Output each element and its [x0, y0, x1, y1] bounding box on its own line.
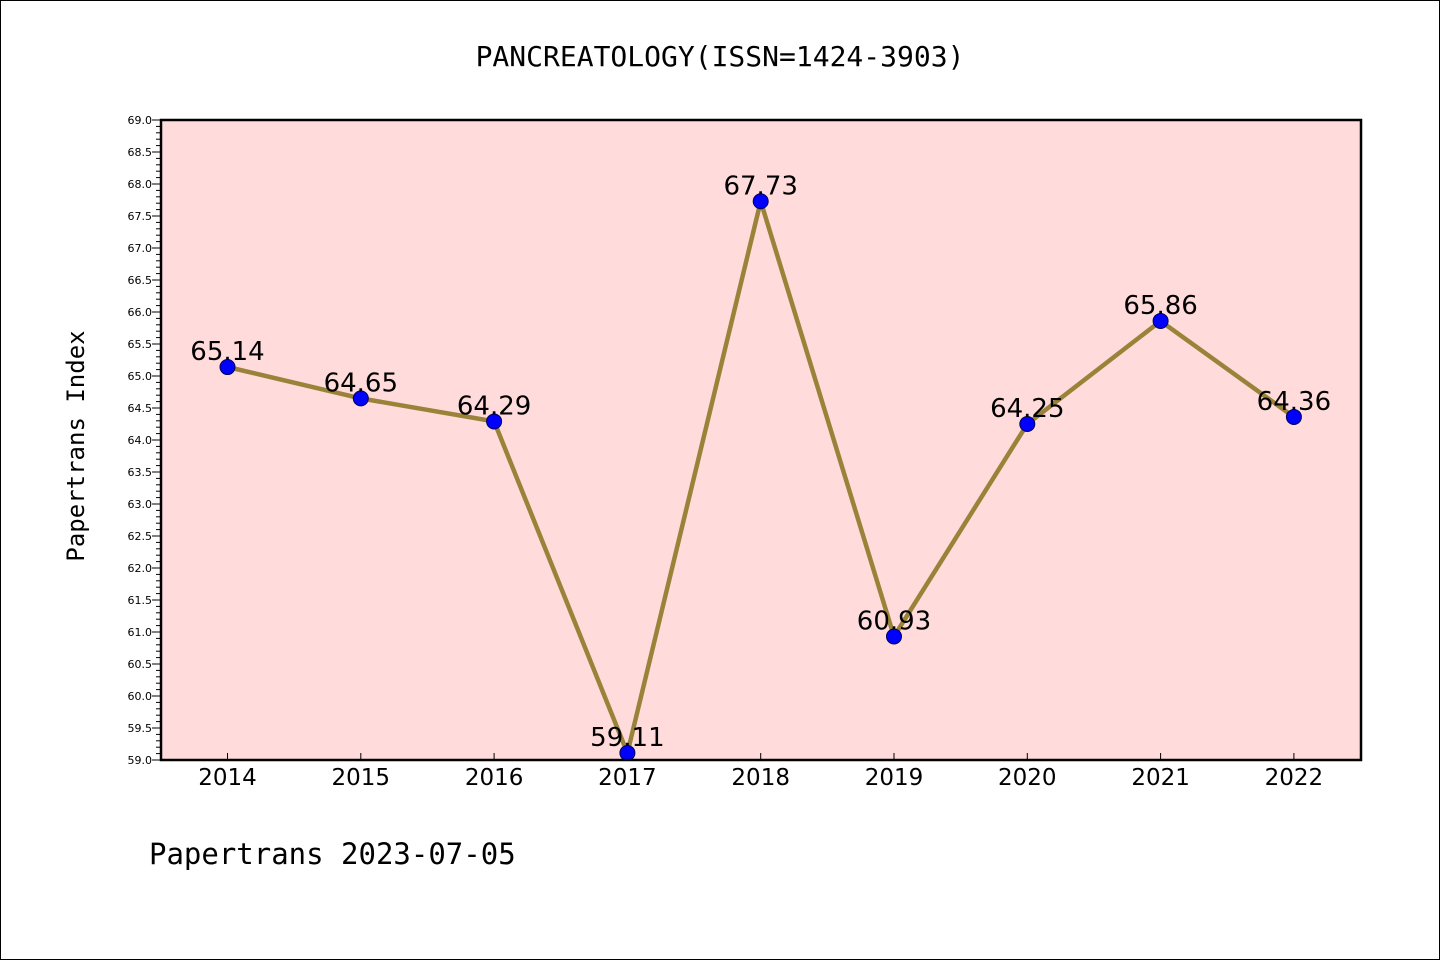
y-axis-label: Papertrans Index — [62, 330, 90, 561]
x-tick-label: 2020 — [998, 765, 1057, 791]
y-tick-label: 65.5 — [128, 338, 153, 351]
data-point — [886, 628, 902, 645]
y-tick-label: 62.5 — [128, 530, 153, 543]
data-label: 64.65 — [324, 368, 398, 398]
y-tick-label: 60.0 — [128, 690, 153, 703]
data-label: 64.29 — [457, 391, 531, 421]
y-tick-label: 67.0 — [128, 242, 153, 255]
data-label: 65.14 — [190, 337, 264, 367]
data-labels: 65.14 64.65 64.29 59.11 67.73 60.93 64.25 65.86… — [190, 171, 1331, 753]
y-tick-label: 59.0 — [128, 754, 153, 767]
data-label: 60.93 — [857, 606, 931, 636]
series — [219, 192, 1302, 761]
y-tick-label: 69.0 — [128, 114, 153, 127]
data-point — [752, 193, 769, 210]
x-tick-label: 2014 — [198, 765, 257, 791]
y-tick-label: 65.0 — [128, 370, 153, 383]
plot-area — [161, 120, 1361, 760]
data-point — [1152, 312, 1169, 329]
y-tick-label: 67.5 — [128, 210, 153, 223]
footer-credit: Papertrans 2023-07-05 — [149, 837, 516, 871]
y-tick-label: 64.0 — [128, 434, 153, 447]
y-tick-label: 60.5 — [128, 658, 153, 671]
data-label: 65.86 — [1123, 291, 1197, 321]
y-tick-label: 59.5 — [128, 722, 153, 735]
y-tick-label: 61.5 — [128, 594, 153, 607]
y-tick-label: 68.5 — [128, 146, 153, 159]
data-point — [486, 413, 503, 430]
data-label: 64.36 — [1257, 387, 1331, 417]
y-tick-label: 62.0 — [128, 562, 153, 575]
y-tick-label: 61.0 — [128, 626, 153, 639]
x-axis: 2014 2015 2016 2017 2018 2019 2020 2021 2022 — [198, 753, 1323, 791]
data-point — [1285, 408, 1302, 425]
data-point — [219, 359, 236, 376]
x-tick-label: 2017 — [598, 765, 657, 791]
y-axis: 59.0 59.5 60.0 60.5 61.0 61.5 62.0 62.5 63.0 63.5… — [128, 114, 161, 767]
x-tick-label: 2015 — [332, 765, 391, 791]
data-label: 64.25 — [990, 394, 1064, 424]
x-tick-label: 2022 — [1265, 765, 1324, 791]
x-tick-label: 2019 — [865, 765, 924, 791]
y-tick-label: 64.5 — [128, 402, 153, 415]
data-point — [1019, 416, 1036, 432]
plot-border — [159, 118, 1363, 762]
y-tick-label: 63.5 — [128, 466, 153, 479]
x-tick-label: 2021 — [1131, 765, 1190, 791]
data-label: 59.11 — [590, 723, 664, 753]
y-tick-label: 68.0 — [128, 178, 153, 191]
y-tick-label: 63.0 — [128, 498, 153, 511]
data-label: 67.73 — [723, 171, 797, 201]
x-tick-label: 2016 — [465, 765, 524, 791]
data-point — [352, 390, 369, 407]
y-tick-label: 66.0 — [128, 306, 153, 319]
y-tick-label: 66.5 — [128, 274, 153, 287]
x-tick-label: 2018 — [731, 765, 790, 791]
chart-title: PANCREATOLOGY(ISSN=1424-3903) — [476, 40, 965, 73]
